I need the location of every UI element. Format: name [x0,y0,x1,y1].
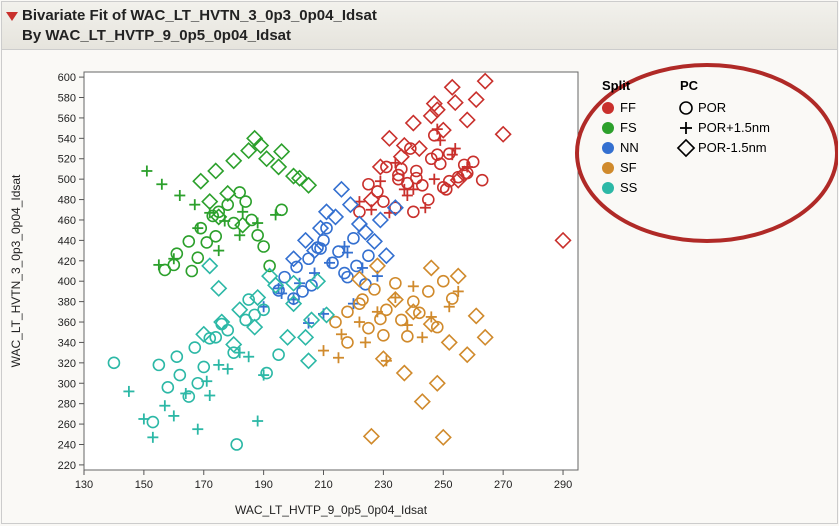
svg-text:540: 540 [58,133,76,145]
svg-text:FF: FF [620,100,636,115]
svg-text:210: 210 [314,479,332,491]
svg-text:340: 340 [58,337,76,349]
svg-text:190: 190 [254,479,272,491]
svg-text:PC: PC [680,78,699,93]
title-line-1: Bivariate Fit of WAC_LT_HVTN_3_0p3_0p04_… [22,7,377,24]
svg-text:300: 300 [58,378,76,390]
svg-text:520: 520 [58,154,76,166]
scatter-chart: 220 240 260 280 300 320 340 360 380 400 420 440 460 4… [2,58,838,524]
svg-text:130: 130 [75,479,93,491]
svg-text:380: 380 [58,297,76,309]
chart-panel: Bivariate Fit of WAC_LT_HVTN_3_0p3_0p04_… [1,1,838,524]
svg-text:WAC_LT_HVTN_3_0p3_0p04_Idsat: WAC_LT_HVTN_3_0p3_0p04_Idsat [9,174,23,367]
svg-text:460: 460 [58,215,76,227]
title-line-2: By WAC_LT_HVTP_9_0p5_0p04_Idsat [22,27,291,44]
svg-text:170: 170 [195,479,213,491]
panel-header: Bivariate Fit of WAC_LT_HVTN_3_0p3_0p04_… [2,2,837,50]
svg-text:400: 400 [58,276,76,288]
svg-text:440: 440 [58,235,76,247]
svg-text:SS: SS [620,180,638,195]
svg-text:150: 150 [135,479,153,491]
svg-text:220: 220 [58,460,76,472]
svg-text:600: 600 [58,72,76,84]
svg-text:WAC_LT_HVTP_9_0p5_0p04_Idsat: WAC_LT_HVTP_9_0p5_0p04_Idsat [235,503,428,517]
svg-text:280: 280 [58,399,76,411]
svg-text:POR+1.5nm: POR+1.5nm [698,120,770,135]
svg-text:NN: NN [620,140,639,155]
svg-text:580: 580 [58,93,76,105]
svg-text:SF: SF [620,160,637,175]
svg-text:250: 250 [434,479,452,491]
plot-area: 220 240 260 280 300 320 340 360 380 400 420 440 460 4… [2,58,838,524]
svg-text:420: 420 [58,256,76,268]
svg-text:320: 320 [58,358,76,370]
svg-text:360: 360 [58,317,76,329]
panel-title: Bivariate Fit of WAC_LT_HVTN_3_0p3_0p04_… [22,6,377,45]
svg-text:500: 500 [58,174,76,186]
svg-text:FS: FS [620,120,637,135]
svg-text:POR: POR [698,100,726,115]
svg-text:Split: Split [602,78,631,93]
svg-text:POR-1.5nm: POR-1.5nm [698,140,767,155]
svg-text:230: 230 [374,479,392,491]
svg-text:290: 290 [554,479,572,491]
dropdown-triangle-icon[interactable] [6,12,18,21]
svg-text:560: 560 [58,113,76,125]
svg-text:270: 270 [494,479,512,491]
svg-text:480: 480 [58,195,76,207]
svg-text:260: 260 [58,419,76,431]
svg-text:240: 240 [58,439,76,451]
